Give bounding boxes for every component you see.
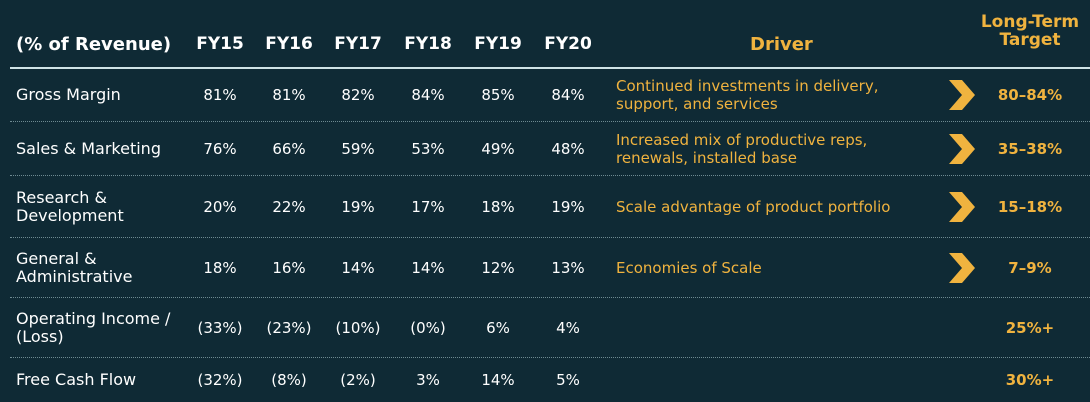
cell-value-fy16: 66% [272, 140, 306, 158]
target-value: 30%+ [1005, 371, 1055, 389]
cell-value-fy20: 4% [556, 319, 580, 337]
cell-value-fy18: 17% [411, 198, 445, 216]
cell-value-fy15: 20% [203, 198, 237, 216]
row-label: Gross Margin [16, 85, 121, 104]
cell-value-fy19: 12% [481, 259, 515, 277]
driver-text: Scale advantage of product portfolio [616, 198, 891, 216]
target-value: 35–38% [997, 140, 1063, 158]
cell-value-fy18: 3% [416, 371, 440, 389]
target-value: 25%+ [1005, 319, 1055, 337]
column-header-fy18: FY18 [404, 34, 452, 54]
chevron-right-icon [949, 134, 975, 164]
row-divider [10, 357, 1090, 358]
cell-value-fy16: 16% [272, 259, 306, 277]
row-divider [10, 175, 1090, 176]
driver-text: Continued investments in delivery, suppo… [616, 77, 879, 113]
cell-value-fy18: 53% [411, 140, 445, 158]
table-row: Sales & Marketing 76% 66% 59% 53% 49% 48% Incre… [0, 122, 1090, 176]
cell-value-fy15: 18% [203, 259, 237, 277]
target-value: 80–84% [997, 86, 1063, 104]
column-header-target: Long-Term Target [980, 12, 1080, 50]
cell-value-fy15: (33%) [197, 319, 243, 337]
cell-value-fy19: 6% [486, 319, 510, 337]
cell-value-fy16: 22% [272, 198, 306, 216]
cell-value-fy16: (8%) [271, 371, 307, 389]
cell-value-fy20: 19% [551, 198, 585, 216]
chevron-right-icon [949, 192, 975, 222]
driver-text: Increased mix of productive reps, renewa… [616, 131, 868, 167]
cell-value-fy15: 76% [203, 140, 237, 158]
cell-value-fy17: (2%) [340, 371, 376, 389]
column-header-fy16: FY16 [265, 34, 313, 54]
row-divider [10, 297, 1090, 298]
table-row: Research & Development 20% 22% 19% 17% 18% 19%… [0, 176, 1090, 238]
row-divider [10, 121, 1090, 122]
cell-value-fy19: 14% [481, 371, 515, 389]
cell-value-fy19: 85% [481, 86, 515, 104]
table-row: Operating Income / (Loss) (33%) (23%) (10%)… [0, 298, 1090, 358]
cell-value-fy19: 49% [481, 140, 515, 158]
cell-value-fy20: 84% [551, 86, 585, 104]
table-title: (% of Revenue) [16, 34, 172, 55]
row-label: General & Administrative [16, 249, 133, 286]
row-label: Sales & Marketing [16, 139, 161, 158]
cell-value-fy16: (23%) [266, 319, 312, 337]
cell-value-fy17: 82% [341, 86, 375, 104]
column-header-fy17: FY17 [334, 34, 382, 54]
target-value: 15–18% [997, 198, 1063, 216]
row-divider [10, 237, 1090, 238]
cell-value-fy15: 81% [203, 86, 237, 104]
cell-value-fy17: 59% [341, 140, 375, 158]
cell-value-fy20: 5% [556, 371, 580, 389]
row-label: Operating Income / (Loss) [16, 309, 171, 346]
chevron-right-icon [949, 253, 975, 283]
table-row: General & Administrative 18% 16% 14% 14% 12% 1… [0, 238, 1090, 298]
column-header-fy20: FY20 [544, 34, 592, 54]
header-rule [10, 67, 1090, 69]
driver-text: Economies of Scale [616, 259, 762, 277]
table-header: (% of Revenue) FY15 FY16 FY17 FY18 FY19 … [0, 0, 1090, 68]
cell-value-fy19: 18% [481, 198, 515, 216]
cell-value-fy18: 14% [411, 259, 445, 277]
column-header-fy15: FY15 [196, 34, 244, 54]
cell-value-fy17: 14% [341, 259, 375, 277]
column-header-fy19: FY19 [474, 34, 522, 54]
target-value: 7–9% [1008, 259, 1052, 277]
cell-value-fy17: (10%) [335, 319, 381, 337]
cell-value-fy17: 19% [341, 198, 375, 216]
cell-value-fy15: (32%) [197, 371, 243, 389]
column-header-driver: Driver [750, 34, 813, 55]
table-row: Gross Margin 81% 81% 82% 84% 85% 84% Continued … [0, 68, 1090, 122]
cell-value-fy20: 48% [551, 140, 585, 158]
table-row: Free Cash Flow (32%) (8%) (2%) 3% 14% 5% 30%+ [0, 358, 1090, 402]
cell-value-fy18: 84% [411, 86, 445, 104]
cell-value-fy16: 81% [272, 86, 306, 104]
row-label: Research & Development [16, 188, 124, 225]
cell-value-fy20: 13% [551, 259, 585, 277]
row-label: Free Cash Flow [16, 370, 137, 389]
cell-value-fy18: (0%) [410, 319, 446, 337]
chevron-right-icon [949, 80, 975, 110]
